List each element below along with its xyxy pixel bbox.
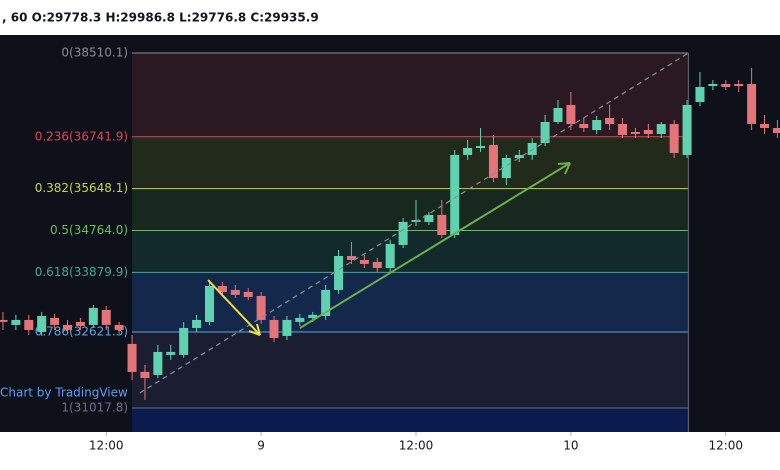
fib-band <box>132 332 689 408</box>
candle-body <box>230 289 240 295</box>
candle-body <box>734 83 744 87</box>
candle-body <box>88 307 98 325</box>
candle-body <box>501 157 511 178</box>
candle-body <box>372 261 382 268</box>
x-tick-label: 12:00 <box>399 439 434 453</box>
candle-body <box>50 317 60 325</box>
candle-body <box>359 259 369 264</box>
candle-body <box>153 351 163 375</box>
candle-body <box>760 123 770 129</box>
header-bar <box>0 0 780 35</box>
fib-level-label: 1(31017.8) <box>61 400 128 414</box>
x-tick-label: 12:00 <box>89 439 124 453</box>
candle-body <box>643 129 653 134</box>
candle-body <box>708 83 718 87</box>
candle-body <box>0 319 8 322</box>
fib-level-label: 0.786(32621.3) <box>35 325 128 339</box>
candle-body <box>618 124 628 135</box>
candle-body <box>217 285 227 292</box>
candle-body <box>772 128 780 133</box>
candle-body <box>204 285 214 322</box>
candle-body <box>256 295 266 320</box>
candle-body <box>476 146 486 149</box>
fib-level-label: 0.382(35648.1) <box>35 181 128 195</box>
candle-body <box>424 214 434 222</box>
candle-body <box>346 255 356 260</box>
candle-body <box>75 321 85 326</box>
candle-body <box>166 351 176 355</box>
candle-body <box>308 314 318 318</box>
candle-body <box>385 243 395 268</box>
candle-body <box>540 121 550 143</box>
fib-band <box>132 188 689 231</box>
candle-body <box>747 83 757 124</box>
fib-level-label: 0(38510.1) <box>61 45 128 59</box>
arrow-yellow-head <box>248 323 261 336</box>
x-tick-label: 9 <box>257 439 265 453</box>
credit: Chart by TradingView <box>0 386 128 400</box>
arrow-green-head <box>557 162 571 175</box>
candle-body <box>450 154 460 235</box>
candle-body <box>321 289 331 316</box>
x-tick-label: 10 <box>563 439 578 453</box>
fib-band <box>132 52 689 137</box>
candle-body <box>269 319 279 338</box>
candle-body <box>282 319 292 336</box>
candle-body <box>24 319 34 330</box>
fib-band <box>132 230 689 273</box>
header-ohlc: , 60 O:29778.3 H:29986.8 L:29776.8 C:299… <box>2 11 319 25</box>
candle-body <box>488 144 498 178</box>
candle-body <box>669 124 679 153</box>
candle-body <box>553 108 563 122</box>
candle-body <box>192 319 202 328</box>
candle-body <box>605 118 615 125</box>
candle-body <box>63 324 73 330</box>
candle-body <box>682 104 692 155</box>
candle-body <box>334 255 344 290</box>
fib-band <box>132 272 689 333</box>
fib-level-label: 0.5(34764.0) <box>50 223 128 237</box>
candle-body <box>630 131 640 134</box>
candle-body <box>514 154 524 158</box>
candle-body <box>37 315 47 332</box>
candle-body <box>140 371 150 378</box>
candle-body <box>114 324 124 330</box>
candle-body <box>566 104 576 125</box>
fib-level-label: 0.236(36741.9) <box>35 129 128 143</box>
arrow-green <box>299 162 571 329</box>
arrow-yellow <box>207 279 261 336</box>
fib-band <box>132 407 689 432</box>
candle-body <box>579 123 589 129</box>
candle-body <box>101 309 111 325</box>
candle-body <box>243 291 253 297</box>
candle-body <box>592 120 602 130</box>
candle-body <box>437 214 447 235</box>
time-axis <box>0 432 780 470</box>
x-tick-label: 12:00 <box>708 439 743 453</box>
candle-body <box>656 124 666 134</box>
candle-body <box>411 219 421 222</box>
candle-body <box>527 142 537 155</box>
candle-body <box>295 317 305 322</box>
candle-body <box>11 319 21 325</box>
candle-body <box>721 83 731 88</box>
candle-body <box>127 343 137 372</box>
fib-level-label: 0.618(33879.9) <box>35 265 128 279</box>
candle-body <box>398 221 408 245</box>
candle-body <box>695 87 705 102</box>
candle-body <box>463 148 473 155</box>
fib-band <box>132 136 689 189</box>
candle-body <box>179 327 189 355</box>
